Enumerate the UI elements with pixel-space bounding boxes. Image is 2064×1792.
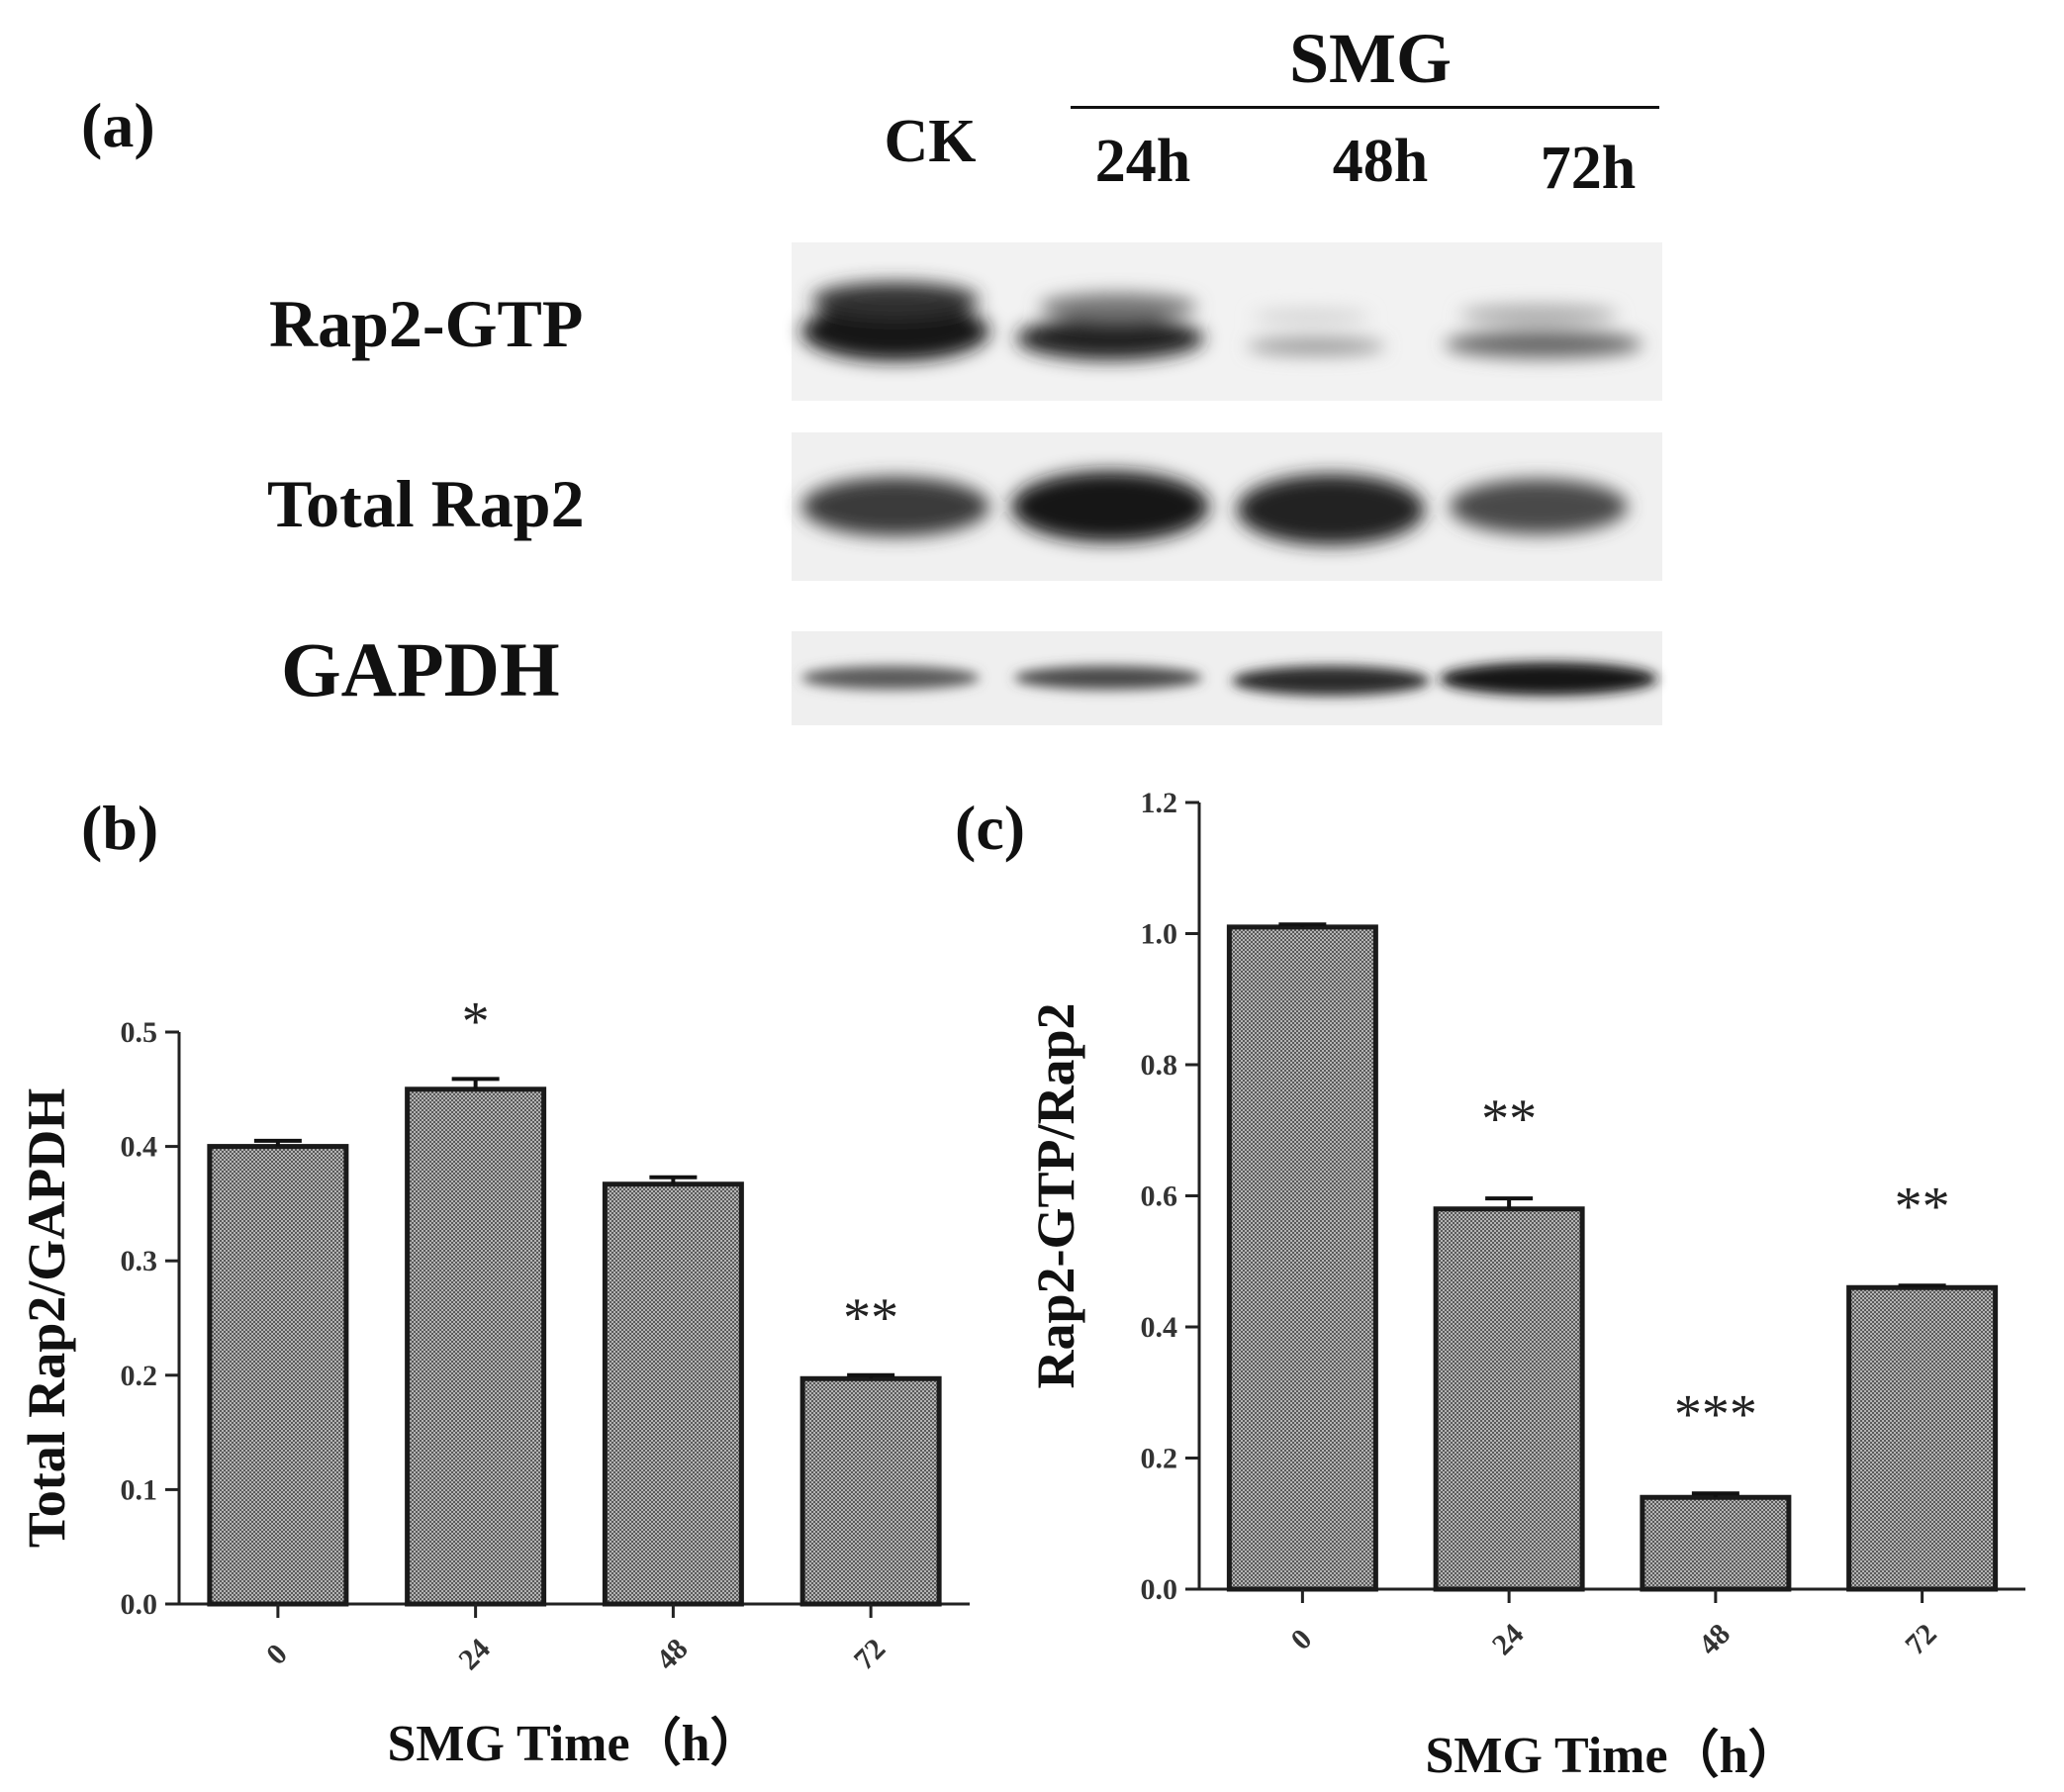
bar-24 xyxy=(1433,1206,1585,1592)
y-tick-label: 0.6 xyxy=(1141,1180,1178,1213)
y-tick-label: 0.3 xyxy=(121,1245,158,1277)
blot-gapdh xyxy=(801,662,1657,696)
significance-marker: ** xyxy=(1481,1088,1537,1150)
significance-marker: *** xyxy=(1674,1383,1757,1445)
bar-48 xyxy=(1640,1494,1792,1592)
bar-24 xyxy=(405,1086,547,1607)
y-tick-label: 0.4 xyxy=(1141,1311,1178,1344)
x-tick-label: 24 xyxy=(452,1633,497,1677)
significance-marker: * xyxy=(462,990,490,1052)
significance-marker: ** xyxy=(1895,1176,1950,1237)
row-label-gapdh: GAPDH xyxy=(281,626,560,712)
x-axis-title: SMG Time（h） xyxy=(387,1715,761,1772)
y-tick-label: 1.0 xyxy=(1141,918,1178,951)
x-tick-label: 0 xyxy=(260,1638,294,1671)
y-tick-label: 0.1 xyxy=(121,1473,158,1506)
x-tick-label: 24 xyxy=(1486,1618,1531,1662)
panel-b-label: (b) xyxy=(81,793,159,863)
bar-48 xyxy=(602,1181,744,1607)
y-axis-title: Rap2-GTP/Rap2 xyxy=(1026,1002,1085,1388)
blot-rap2-gtp xyxy=(801,282,1642,361)
x-tick-label: 72 xyxy=(848,1633,892,1677)
x-tick-label: 48 xyxy=(1693,1618,1737,1662)
x-tick-label: 0 xyxy=(1284,1623,1318,1656)
y-tick-label: 0.5 xyxy=(121,1016,158,1049)
x-tick-label: 72 xyxy=(1899,1618,1943,1662)
y-tick-label: 0.8 xyxy=(1141,1049,1178,1082)
lane-label-72h: 72h xyxy=(1540,135,1637,202)
panel-c-label: (c) xyxy=(955,793,1026,863)
y-tick-label: 0.0 xyxy=(1141,1573,1178,1606)
blot-total-rap2 xyxy=(801,471,1628,545)
y-tick-label: 0.2 xyxy=(121,1360,158,1392)
chart-rap2-gtp-rap2: 0.0 0.2 0.4 0.6 0.8 1.0 1.2 0 24 ** 48 *** 72 ** SMG T… xyxy=(1026,787,2025,1784)
y-tick-label: 1.2 xyxy=(1141,787,1178,819)
bar-0 xyxy=(207,1144,349,1607)
x-tick-label: 48 xyxy=(650,1633,695,1677)
lane-label-24h: 24h xyxy=(1094,128,1191,195)
y-axis-title: Total Rap2/GAPDH xyxy=(17,1088,76,1549)
smg-group-label: SMG xyxy=(1288,19,1452,98)
bar-72 xyxy=(1846,1284,1999,1592)
bar-72 xyxy=(799,1375,942,1607)
bar-0 xyxy=(1226,924,1378,1592)
smg-group-bracket xyxy=(1071,106,1659,109)
significance-marker: ** xyxy=(843,1287,898,1349)
y-tick-label: 0.4 xyxy=(121,1131,158,1164)
y-tick-label: 0.2 xyxy=(1141,1443,1178,1475)
lane-label-48h: 48h xyxy=(1332,128,1429,195)
panel-a-label: (a) xyxy=(81,90,155,160)
row-label-total-rap2: Total Rap2 xyxy=(267,466,585,541)
lane-label-ck: CK xyxy=(884,108,977,175)
x-axis-title: SMG Time（h） xyxy=(1425,1727,1799,1784)
y-tick-label: 0.0 xyxy=(121,1588,158,1621)
chart-total-rap2-gapdh: 0.0 0.1 0.2 0.3 0.4 0.5 0 24 * 48 72 ** SMG Time（h） T… xyxy=(17,990,970,1772)
row-label-rap2-gtp: Rap2-GTP xyxy=(269,286,584,361)
